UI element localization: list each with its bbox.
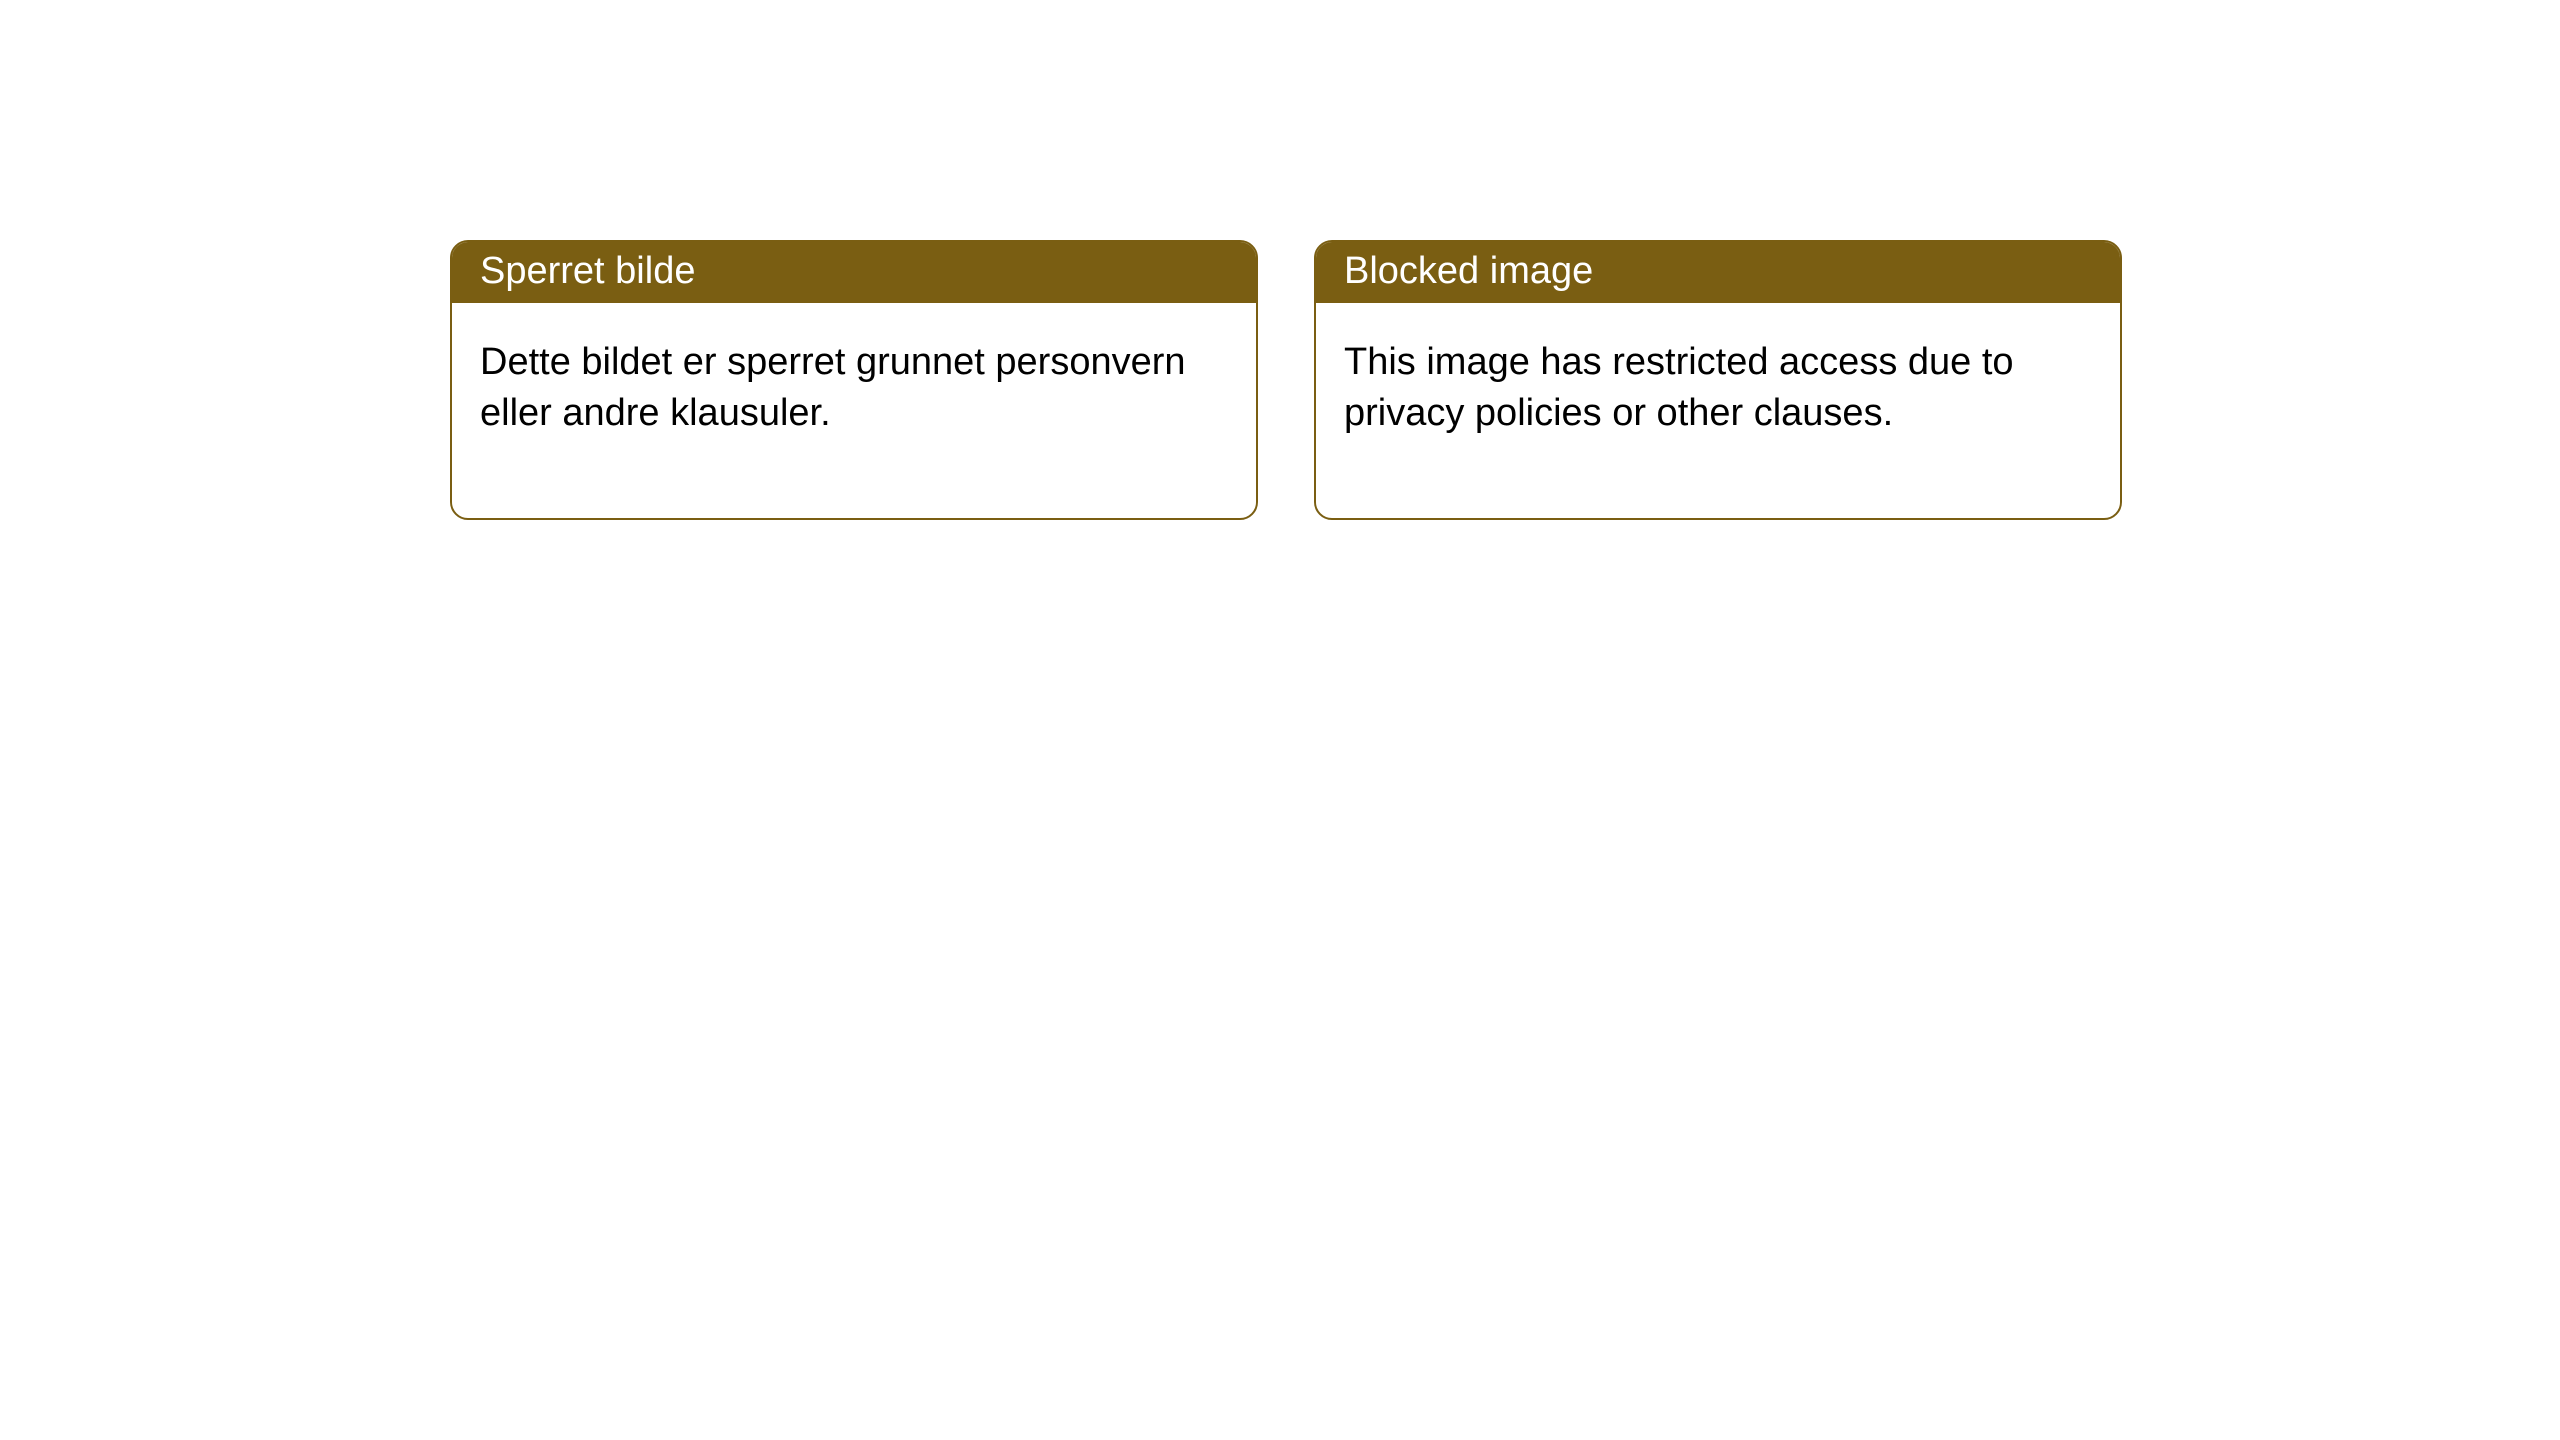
notice-box-norwegian: Sperret bilde Dette bildet er sperret gr… [450,240,1258,520]
notice-header: Sperret bilde [452,242,1256,303]
notice-box-english: Blocked image This image has restricted … [1314,240,2122,520]
notice-container: Sperret bilde Dette bildet er sperret gr… [0,0,2560,520]
notice-body: Dette bildet er sperret grunnet personve… [452,303,1256,518]
notice-body: This image has restricted access due to … [1316,303,2120,518]
notice-header: Blocked image [1316,242,2120,303]
